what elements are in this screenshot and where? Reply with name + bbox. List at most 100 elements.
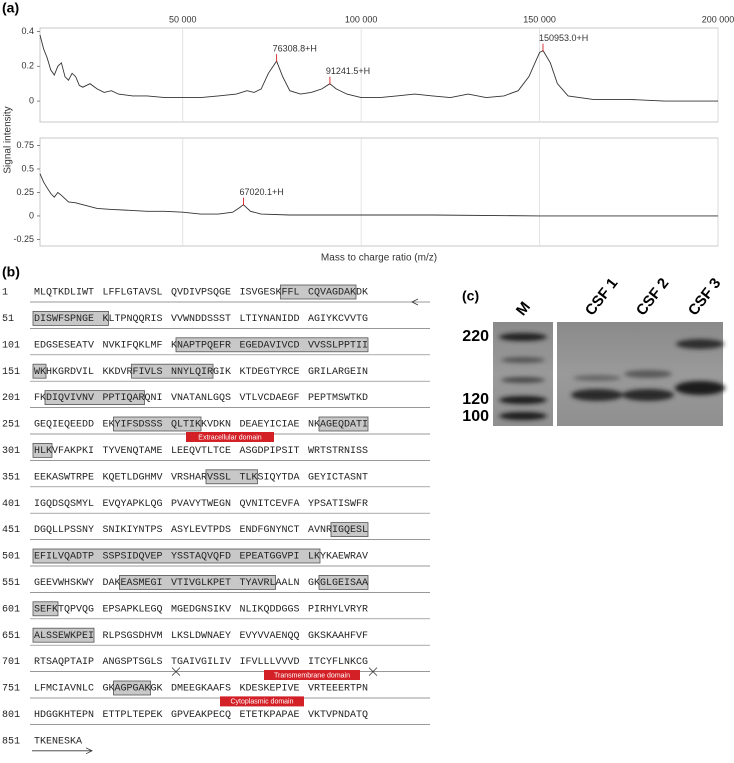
sequence-block: PVAVYTWEGN — [171, 499, 231, 510]
marker-label: 120 — [462, 391, 489, 408]
sequence-block: AGIYKCVVTG — [308, 314, 368, 325]
sequence-block: NLIKQDDGGS — [240, 604, 300, 615]
residue-number: 151 — [2, 367, 20, 378]
sequence-block: GKAGPGAKGK — [103, 684, 163, 695]
y-tick-label: 0.5 — [21, 163, 34, 173]
sequence-block: GEYICTASNT — [308, 472, 368, 483]
residue-number: 1 — [2, 288, 8, 299]
y-tick-label: 0 — [29, 210, 34, 220]
residue-number: 551 — [2, 578, 20, 589]
peptide-highlight — [32, 627, 95, 643]
sequence-block: HDGGKHTEPN — [34, 710, 94, 721]
peptide-highlight — [318, 575, 369, 590]
peptide-highlight — [32, 442, 53, 458]
sequence-block: RLPSGSDHVM — [103, 631, 163, 642]
sequence-block: LKSLDWNAEY — [171, 631, 231, 642]
sequence-block: EGEDAVIVCD — [240, 340, 300, 351]
sequence-block: TYAVRLAALN — [240, 578, 300, 589]
peptide-highlight — [113, 680, 151, 696]
sequence-block: TYVENQTAME — [103, 446, 163, 457]
residue-number: 601 — [2, 604, 20, 615]
y-tick-label: 0.75 — [16, 140, 34, 150]
lane-label: CSF 3 — [685, 275, 725, 319]
sequence-block: GRILARGEIN — [308, 367, 368, 378]
residue-number: 201 — [2, 393, 20, 404]
sequence-block: PEPTMSWTKD — [308, 393, 368, 404]
peptide-highlight — [131, 363, 214, 379]
sequence-block: YPSATISWFR — [308, 499, 368, 510]
sequence-block: NNYLQIRGIK — [171, 367, 231, 378]
x-tick-label: 50 000 — [169, 14, 197, 24]
peak-label: 76308.8+H — [273, 43, 317, 53]
sequence-block: SEFKTQPVQG — [34, 604, 94, 615]
sequence-block: PPTIQARQNI — [103, 393, 163, 404]
residue-number: 251 — [2, 420, 20, 431]
y-tick-label: -0.25 — [13, 234, 34, 244]
domain-box — [186, 432, 274, 442]
sequence-block: QVNITCEVFA — [240, 499, 300, 510]
domain-label: Transmembrane domain — [274, 672, 350, 679]
sequence-block: QLTIKKVDKN — [171, 420, 231, 431]
x-tick-label: 150 000 — [523, 14, 556, 24]
sequence-block: FKDIQVIVNV — [34, 393, 94, 404]
sequence-block: EFILVQADTP — [34, 552, 94, 563]
peptide-highlight — [280, 284, 357, 300]
sequence-block: IGQDSQSMYL — [34, 499, 94, 510]
sequence-block: DEAEYICIAE — [240, 420, 300, 431]
marker-label: 100 — [462, 408, 489, 425]
sequence-block: VRTEEERTPN — [308, 684, 368, 695]
spectrum-line — [39, 173, 718, 217]
peak-label: 67020.1+H — [239, 187, 283, 197]
sequence-block: GPVEAKPECQ — [171, 710, 231, 721]
residue-number: 401 — [2, 499, 20, 510]
sequence-block: EKYIFSDSSS — [103, 420, 163, 431]
sequence-block: SSPSIDQVEP — [103, 552, 163, 563]
sequence-block: ASYLEVTPDS — [171, 525, 231, 536]
sequence-block: TKENESKA — [34, 736, 82, 747]
sequence-block: RTSAQPTAIP — [34, 657, 94, 668]
peptide-highlight — [175, 337, 369, 353]
sequence-block: TGAIVGILIV — [171, 657, 231, 668]
spectrum-line — [39, 34, 718, 102]
sequence-block: KNAPTPQEFR — [171, 340, 231, 351]
peptide-highlight — [318, 416, 369, 432]
sequence-block: TLKSIQYTDA — [240, 472, 300, 483]
sequence-block: NVKIFQKLMF — [103, 340, 163, 351]
domain-box — [264, 670, 360, 680]
arrow — [32, 747, 93, 755]
sequence-block: ASGDPIPSIT — [240, 446, 300, 457]
sequence-block: EVYVVAENQQ — [240, 631, 300, 642]
sequence-block: DISWFSPNGE — [34, 314, 94, 325]
peptide-highlight — [205, 469, 258, 485]
sequence-block: VVWNDDSSST — [171, 314, 231, 325]
peptide-highlight — [119, 575, 276, 590]
panel-label: (a) — [2, 0, 19, 16]
y-tick-label: 0.4 — [21, 26, 34, 36]
sequence-block: KQETLDGHMV — [103, 472, 163, 483]
sequence-block: GEQIEQEEDD — [34, 420, 94, 431]
lane-label: M — [513, 299, 534, 319]
sequence-block: HLKVFAKPKI — [34, 446, 94, 457]
sequence-block: VKTVPNDATQ — [308, 710, 368, 721]
sequence-block: ALSSEWKPEI — [34, 631, 94, 642]
sequence-block: VNATANLGQS — [171, 393, 231, 404]
residue-number: 751 — [2, 684, 20, 695]
sequence-block: EEKASWTRPE — [34, 472, 94, 483]
residue-number: 851 — [2, 736, 20, 747]
domain-label: Extracellular domain — [198, 434, 262, 441]
peak-label: 91241.5+H — [326, 66, 370, 76]
sequence-block: LFMCIAVNLC — [34, 684, 94, 695]
sequence-block: ANGSPTSGLS — [103, 657, 163, 668]
cross-marker — [368, 667, 378, 676]
sequence-block: VTLVCDAEGF — [240, 393, 300, 404]
sequence-block: IFVLLLVVVD — [240, 657, 300, 668]
y-tick-label: 0.2 — [21, 61, 34, 71]
x-tick-label: 100 000 — [345, 14, 378, 24]
sequence-block: ETETKPAPAE — [240, 710, 300, 721]
sequence-block: DGQLLPSSNY — [34, 525, 94, 536]
peptide-highlight — [330, 522, 369, 537]
peptide-highlight — [32, 363, 47, 379]
residue-number: 101 — [2, 340, 20, 351]
plot-frame — [39, 137, 719, 247]
domain-box — [220, 696, 304, 707]
